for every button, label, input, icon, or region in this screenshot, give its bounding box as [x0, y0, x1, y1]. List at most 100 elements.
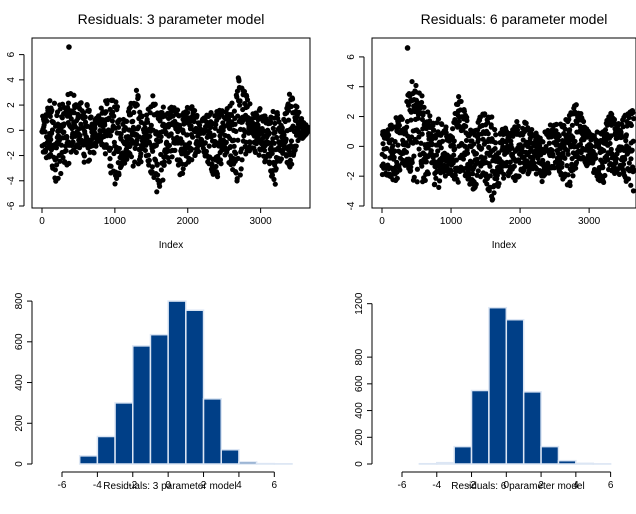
data-point: [559, 160, 565, 166]
data-point: [451, 138, 457, 144]
data-point: [57, 158, 63, 164]
histogram-bar: [505, 318, 525, 465]
x-tick-label: -6: [398, 480, 407, 491]
data-point: [189, 157, 195, 163]
data-point: [455, 179, 461, 185]
data-point: [266, 160, 273, 167]
data-point: [145, 152, 152, 158]
data-point: [421, 104, 427, 110]
data-point: [78, 100, 84, 106]
data-point: [116, 172, 122, 178]
data-point: [64, 133, 70, 140]
data-point: [254, 112, 260, 118]
data-point: [456, 118, 462, 124]
histogram-bar: [114, 402, 134, 465]
data-point: [405, 143, 411, 149]
data-point: [531, 160, 537, 166]
y-tick-label: -2: [6, 151, 17, 160]
data-point: [292, 147, 298, 153]
data-point: [397, 167, 403, 173]
histogram-bar: [453, 445, 473, 465]
x-tick-label: 1000: [104, 216, 127, 227]
data-point: [433, 152, 440, 158]
data-point: [471, 141, 477, 147]
data-point: [130, 163, 136, 169]
data-point: [270, 125, 276, 131]
data-point: [195, 148, 202, 155]
data-point: [60, 154, 66, 161]
data-point: [294, 104, 300, 110]
y-tick-label: 4: [6, 77, 17, 83]
y-tick-label: 400: [354, 402, 365, 419]
data-point: [601, 179, 607, 185]
data-point: [396, 122, 402, 129]
histogram-bar: [557, 459, 577, 465]
data-point: [420, 126, 426, 132]
data-point: [296, 109, 302, 115]
data-point: [166, 142, 173, 149]
data-point: [293, 143, 299, 149]
data-point: [567, 127, 573, 133]
x-tick-label: 2: [538, 480, 544, 491]
data-point: [572, 138, 578, 144]
histogram-bar: [220, 448, 240, 465]
data-point: [631, 116, 636, 122]
data-point: [554, 142, 560, 148]
x-tick-label: 0: [504, 480, 510, 491]
data-point: [423, 159, 429, 165]
data-point: [160, 104, 166, 110]
data-point: [272, 181, 278, 187]
data-point: [388, 126, 395, 132]
residuals-3-param-scatter-panel: 0 1000 2000 3000 -6 -4 -2 0 2 4 6 Residuals: 3 para…: [6, 11, 311, 251]
data-point: [625, 176, 632, 182]
data-point: [158, 134, 164, 140]
data-point: [92, 125, 98, 131]
data-point: [131, 109, 137, 116]
data-point: [489, 114, 495, 120]
data-point: [70, 139, 76, 145]
data-point: [601, 148, 607, 154]
data-point: [229, 100, 235, 106]
data-point: [289, 161, 295, 167]
data-point: [44, 118, 50, 124]
data-point: [247, 140, 253, 146]
data-point: [419, 131, 425, 137]
data-point: [461, 108, 468, 115]
data-point: [507, 159, 514, 165]
data-point: [147, 110, 153, 116]
data-point: [511, 163, 517, 169]
data-point: [59, 115, 65, 121]
data-point: [537, 143, 543, 149]
y-tick-label: 2: [6, 102, 17, 108]
y-tick-label: 6: [6, 51, 17, 57]
data-point: [174, 107, 181, 113]
data-point: [86, 107, 92, 113]
histogram-bar: [522, 391, 542, 465]
data-point: [267, 118, 274, 124]
data-point: [227, 144, 234, 150]
y-tick-label: 0: [14, 461, 25, 467]
data-point: [139, 113, 145, 119]
data-point: [469, 171, 476, 177]
data-point: [47, 98, 53, 104]
data-point: [566, 116, 572, 123]
data-point: [134, 102, 140, 108]
y-tick-label: 6: [346, 54, 357, 60]
data-point: [496, 180, 502, 187]
data-point: [194, 112, 200, 119]
data-point: [257, 106, 263, 112]
data-point: [408, 117, 414, 123]
data-point: [180, 166, 186, 172]
data-point: [623, 138, 629, 144]
data-point: [427, 113, 433, 119]
data-point: [553, 128, 559, 134]
data-point: [208, 109, 214, 116]
y-tick-label: 600: [14, 333, 25, 350]
data-point: [50, 119, 56, 125]
data-point: [435, 148, 441, 154]
data-point: [565, 172, 571, 178]
data-point: [399, 116, 405, 122]
data-point: [482, 111, 488, 117]
data-point: [539, 178, 545, 185]
data-point: [593, 155, 599, 161]
